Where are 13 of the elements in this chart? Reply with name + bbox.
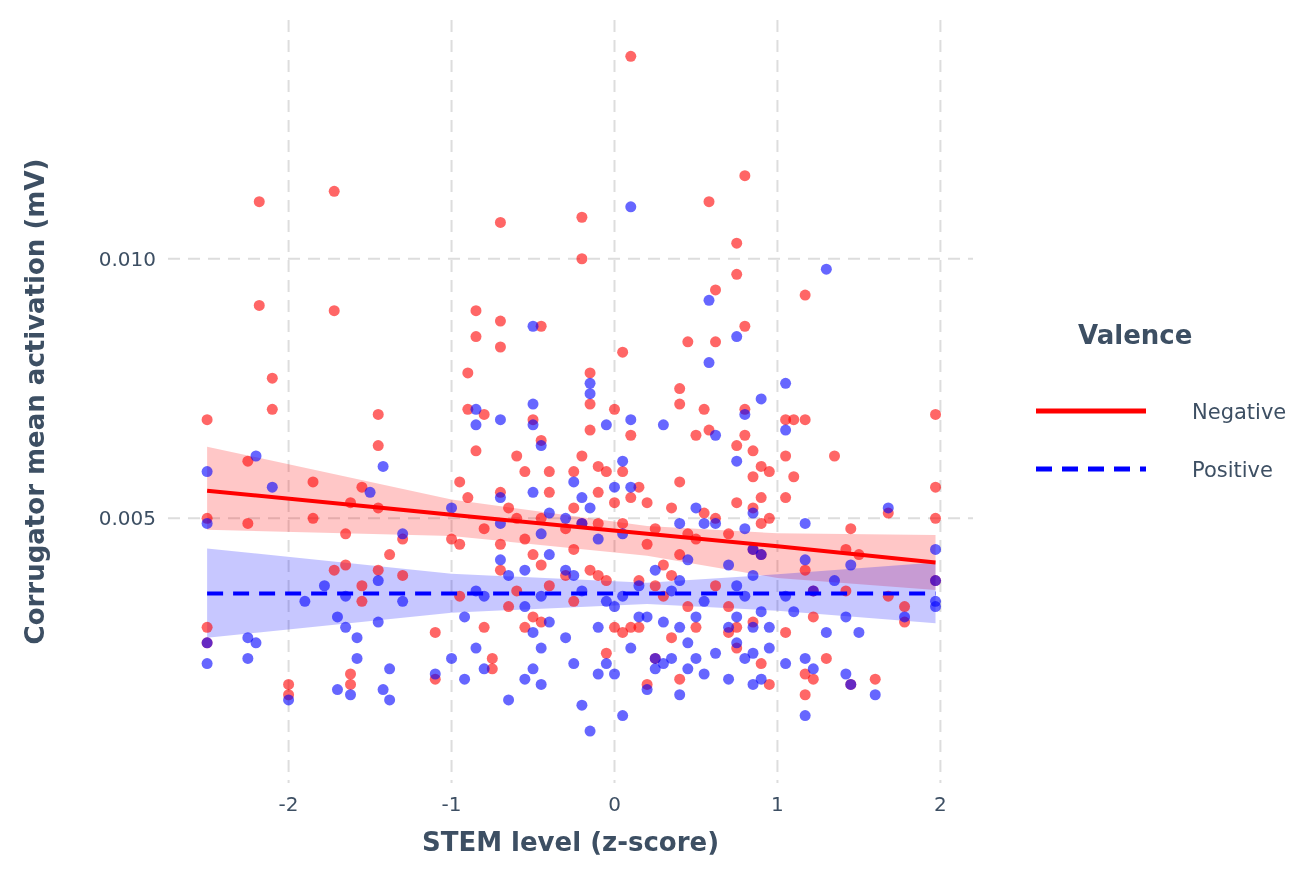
x-axis-title: STEM level (z-score)	[421, 827, 720, 857]
y-axis-title: Corrugator mean activation (mV)	[20, 158, 50, 645]
text: Negative	[1192, 400, 1287, 424]
text: Positive	[1192, 458, 1273, 482]
x-tick-label: 0	[608, 792, 621, 816]
legend-title: Valence	[1078, 320, 1193, 350]
x-tick-label: 2	[934, 792, 947, 816]
line-series	[205, 488, 938, 565]
y-tick-label: 0.005	[98, 506, 156, 531]
x-tick-label: -1	[441, 792, 462, 816]
y-tick-label: 0.010	[98, 246, 156, 271]
x-tick-label: -2	[278, 792, 299, 816]
x-tick-label: 1	[771, 792, 784, 816]
